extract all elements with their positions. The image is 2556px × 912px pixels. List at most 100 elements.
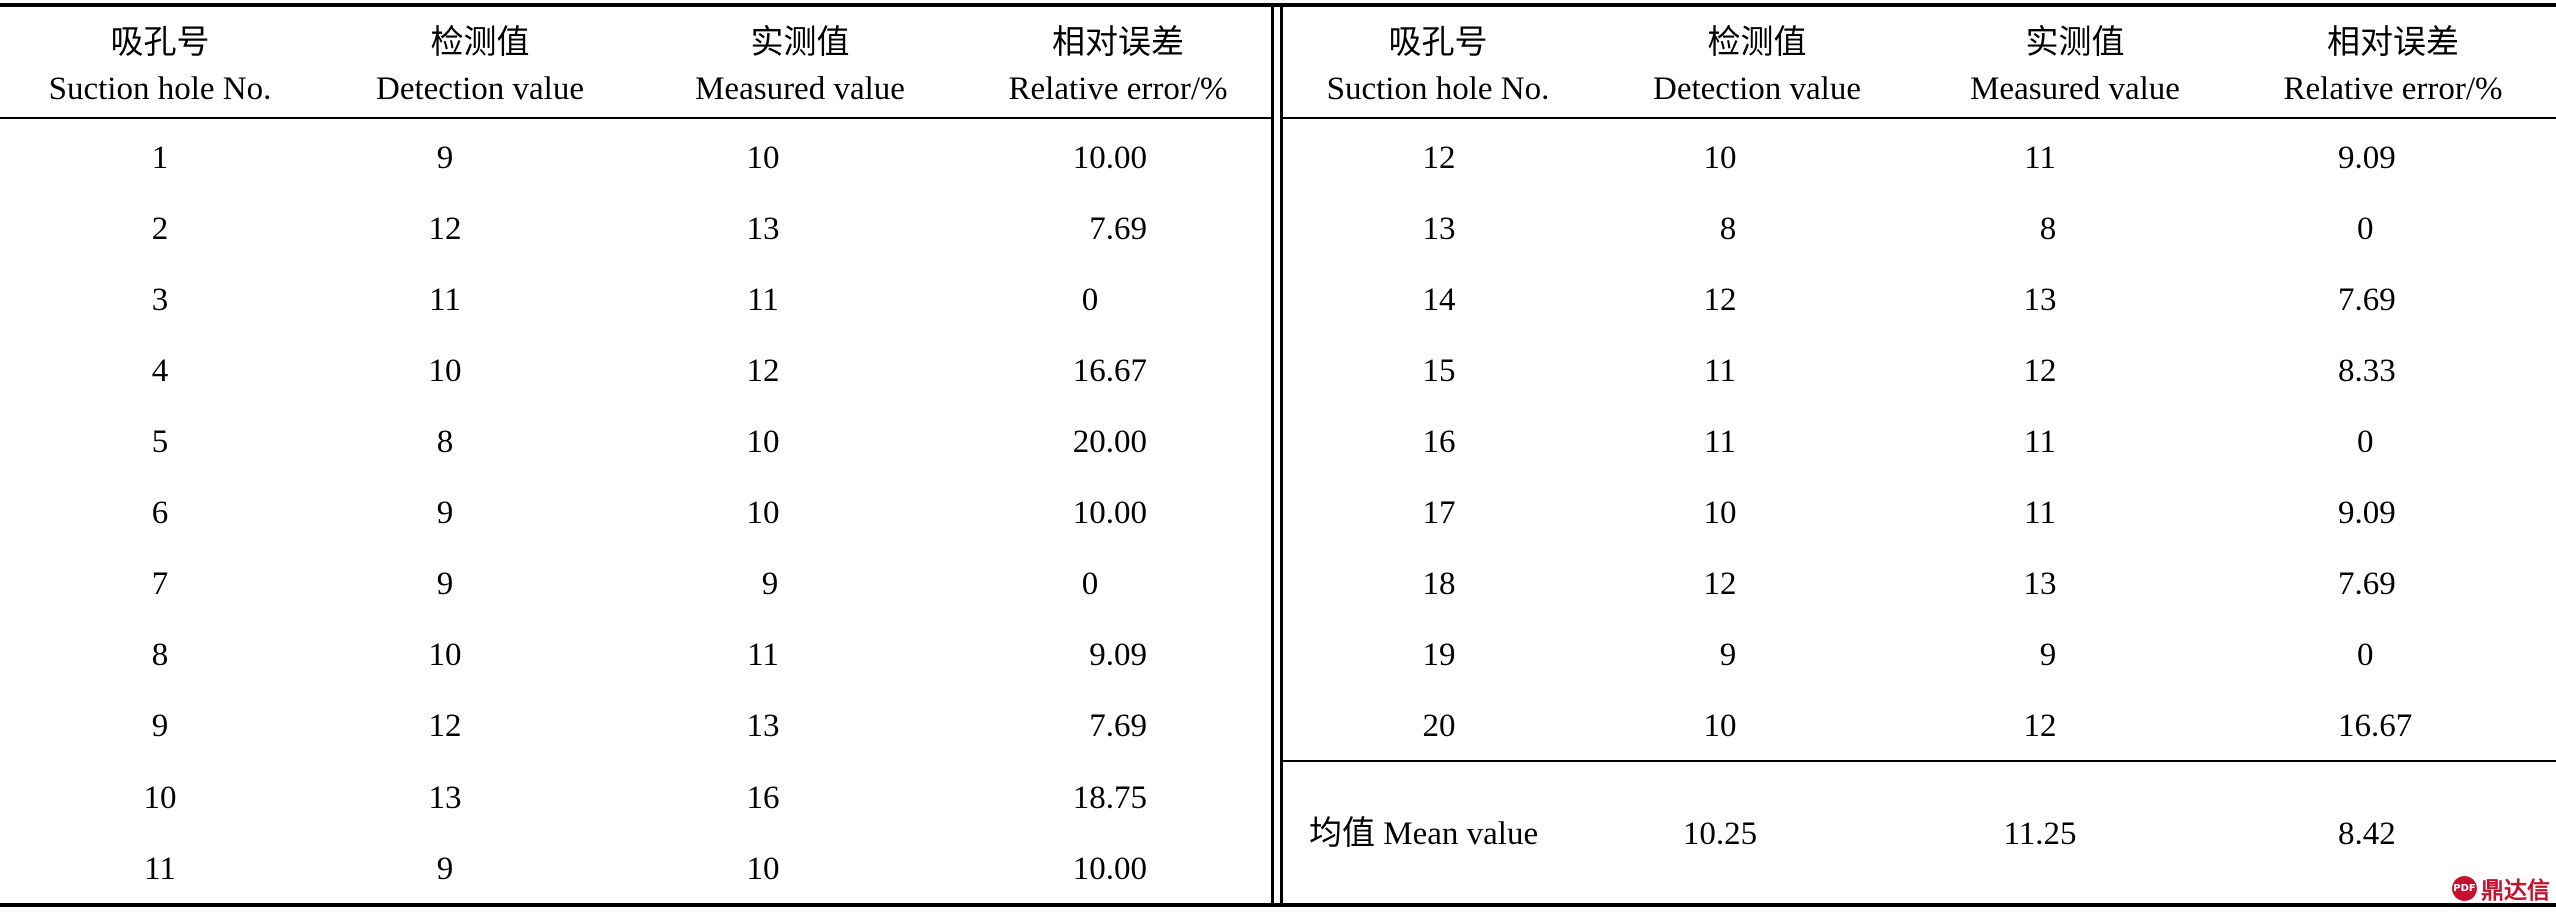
header-measured-right: 实测值 Measured value: [1970, 20, 2180, 112]
header-detection-right: 检测值 Detection value: [1653, 20, 1861, 112]
hole-number: 3: [151, 282, 169, 318]
measured-value: 10: [746, 424, 780, 460]
header-en: Detection value: [376, 71, 584, 107]
relative-error: 8.33: [2338, 353, 2396, 389]
watermark-text: 鼎达信: [2481, 878, 2550, 904]
measured-value: 11: [2024, 495, 2056, 531]
hole-number: 7: [151, 566, 169, 602]
header-en: Relative error/%: [1008, 71, 1228, 107]
detection-value: 9: [436, 495, 454, 531]
detection-value: 10: [428, 353, 462, 389]
header-relative-error-left: 相对误差 Relative error/%: [1009, 20, 1228, 112]
measured-value: 13: [746, 708, 780, 744]
measured-value: 13: [746, 211, 780, 247]
relative-error: 7.69: [2338, 566, 2396, 602]
detection-value: 9: [1719, 637, 1737, 673]
mean-measured-value: 11.25: [2003, 816, 2077, 852]
detection-value: 12: [1703, 566, 1737, 602]
relative-error: 18.75: [1072, 780, 1147, 816]
table-divider-line: [1271, 3, 1274, 907]
measured-value: 13: [2023, 566, 2057, 602]
detection-value: 10: [1703, 140, 1737, 176]
hole-number: 17: [1422, 495, 1456, 531]
relative-error: 16.67: [2338, 708, 2413, 744]
measured-value: 9: [2039, 637, 2057, 673]
mean-detection-value: 10.25: [1682, 816, 1758, 852]
detection-value: 9: [436, 851, 454, 887]
relative-error: 16.67: [1072, 353, 1147, 389]
table-top-rule: [0, 3, 2556, 7]
detection-value: 10: [428, 637, 462, 673]
header-en: Suction hole No.: [1326, 71, 1550, 107]
header-zh: 实测值: [750, 25, 850, 61]
hole-number: 9: [151, 708, 169, 744]
relative-error: 0: [1081, 282, 1099, 318]
header-en: Relative error/%: [2283, 71, 2503, 107]
table-bottom-rule: [0, 903, 2556, 907]
detection-value: 11: [1704, 424, 1736, 460]
header-zh: 吸孔号: [1388, 25, 1488, 61]
measured-value: 11: [2024, 140, 2056, 176]
header-rule-right: [1281, 117, 2556, 119]
hole-number: 15: [1422, 353, 1456, 389]
relative-error: 7.69: [1089, 708, 1147, 744]
header-en: Suction hole No.: [48, 71, 272, 107]
relative-error: 7.69: [1089, 211, 1147, 247]
detection-value: 12: [1703, 282, 1737, 318]
measured-value: 11: [747, 637, 779, 673]
hole-number: 10: [143, 780, 177, 816]
relative-error: 10.00: [1072, 140, 1147, 176]
relative-error: 7.69: [2338, 282, 2396, 318]
relative-error: 9.09: [1089, 637, 1147, 673]
detection-value: 11: [1704, 353, 1736, 389]
hole-number: 6: [151, 495, 169, 531]
table-divider-line: [1280, 3, 1283, 907]
header-suction-hole-left: 吸孔号 Suction hole No.: [49, 20, 272, 112]
header-en: Detection value: [1653, 71, 1861, 107]
relative-error: 0: [2357, 424, 2374, 460]
hole-number: 4: [151, 353, 169, 389]
header-detection-left: 检测值 Detection value: [376, 20, 584, 112]
relative-error: 9.09: [2338, 495, 2396, 531]
detection-value: 10: [1703, 708, 1737, 744]
hole-number: 11: [144, 851, 176, 887]
detection-value: 8: [1719, 211, 1737, 247]
measured-value: 12: [2023, 353, 2057, 389]
measured-value: 10: [746, 495, 780, 531]
header-en: Measured value: [1970, 71, 2180, 107]
header-zh: 吸孔号: [110, 25, 210, 61]
detection-value: 11: [429, 282, 461, 318]
mean-row-rule: [1281, 760, 2556, 762]
hole-number: 5: [151, 424, 169, 460]
measured-value: 10: [746, 851, 780, 887]
relative-error: 9.09: [2338, 140, 2396, 176]
header-zh: 相对误差: [1051, 25, 1184, 61]
hole-number: 12: [1422, 140, 1456, 176]
header-rule-left: [0, 117, 1274, 119]
detection-value: 10: [1703, 495, 1737, 531]
relative-error: 0: [2357, 211, 2374, 247]
relative-error: 0: [2357, 637, 2374, 673]
measured-value: 8: [2039, 211, 2057, 247]
measured-value: 12: [2023, 708, 2057, 744]
measured-value: 10: [746, 140, 780, 176]
detection-value: 9: [436, 140, 454, 176]
header-relative-error-right: 相对误差 Relative error/%: [2284, 20, 2503, 112]
header-suction-hole-right: 吸孔号 Suction hole No.: [1327, 20, 1550, 112]
pdf-badge-icon: PDF: [2452, 875, 2477, 901]
relative-error: 20.00: [1072, 424, 1147, 460]
detection-value: 12: [428, 708, 462, 744]
measured-value: 11: [747, 282, 779, 318]
relative-error: 0: [1081, 566, 1099, 602]
detection-value: 8: [436, 424, 454, 460]
hole-number: 8: [151, 637, 169, 673]
measured-value: 12: [746, 353, 780, 389]
header-zh: 实测值: [2025, 25, 2125, 61]
relative-error: 10.00: [1072, 851, 1147, 887]
hole-number: 16: [1422, 424, 1456, 460]
header-en: Measured value: [695, 71, 905, 107]
relative-error: 10.00: [1072, 495, 1147, 531]
detection-value: 13: [428, 780, 462, 816]
header-zh: 检测值: [430, 25, 530, 61]
